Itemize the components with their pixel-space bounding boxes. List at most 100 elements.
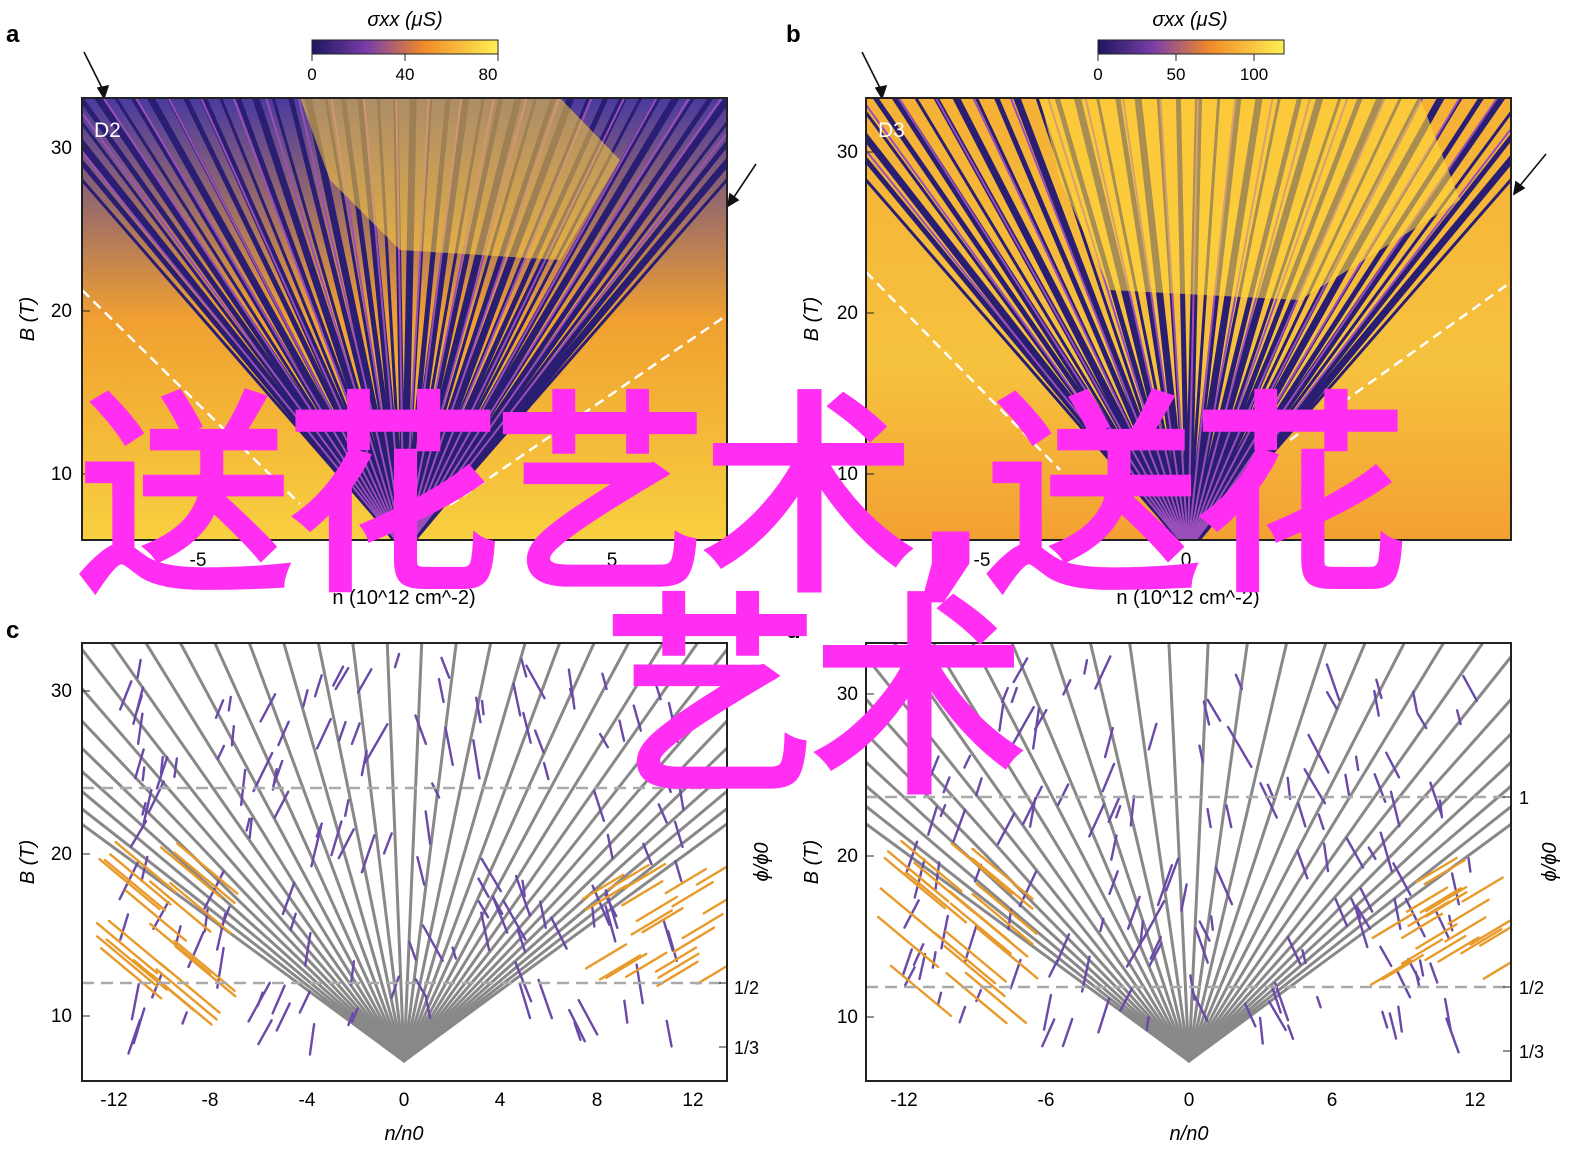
fan-segment — [996, 812, 1016, 846]
x-tick: -5 — [190, 550, 207, 571]
fan-segment — [1415, 856, 1458, 884]
fan-segment — [1180, 883, 1188, 912]
fan-segment — [414, 978, 428, 999]
fan-line — [1187, 822, 1511, 1063]
fan-segment — [672, 926, 716, 953]
fan-segment — [702, 897, 727, 915]
fan-segment — [879, 887, 942, 940]
fan-segment — [1267, 1000, 1287, 1032]
fan-segment — [408, 940, 417, 961]
fan-line — [402, 643, 458, 1063]
right-tick: 1/2 — [1519, 978, 1544, 998]
fan-segment — [480, 857, 503, 893]
fan-segment — [931, 950, 937, 969]
fan-segment — [308, 1022, 316, 1056]
fan-segment — [591, 905, 596, 928]
panel-b: b σxx (μS) 0 50 100 D3 10 20 30 B (T) — [786, 9, 1547, 609]
fan-segment — [343, 798, 350, 817]
fan-segment — [1142, 900, 1166, 941]
fan-segment — [904, 871, 968, 924]
fan-line — [866, 696, 1191, 1063]
right-tick: 1 — [1519, 788, 1529, 808]
fan-segment — [958, 1005, 967, 1024]
fan-segment — [1088, 803, 1105, 838]
fan-stripe — [934, 98, 1184, 540]
fan-segment — [677, 779, 685, 811]
fan-segment — [1301, 949, 1307, 965]
fan-segment — [1325, 691, 1338, 710]
fan-line — [1187, 697, 1511, 1063]
fan-stripe — [102, 98, 399, 540]
x-label: n/n0 — [1170, 1123, 1209, 1145]
fan-segment — [1388, 1012, 1398, 1040]
fan-segment — [119, 680, 133, 711]
y-label: B (T) — [17, 840, 39, 884]
fan-segment — [618, 719, 626, 742]
fan-segment — [1225, 804, 1233, 829]
fan-stripe — [297, 98, 403, 540]
fan-segment — [567, 668, 576, 710]
fan-segment — [147, 780, 165, 814]
fan-segment — [971, 857, 1034, 910]
y-label: B (T) — [801, 297, 823, 341]
fan-segment — [1419, 887, 1462, 914]
fan-segment — [109, 853, 172, 906]
fan-line — [1187, 731, 1511, 1063]
fan-segment — [952, 808, 967, 843]
fan-segment — [277, 720, 290, 747]
fan-segment — [472, 739, 481, 780]
fan-segment — [169, 881, 232, 935]
colorbar-title: σxx (μS) — [367, 9, 442, 31]
fan-segment — [604, 905, 617, 943]
x-tick: 6 — [1327, 1090, 1338, 1111]
fan-segment — [272, 759, 284, 788]
fan-segment — [942, 776, 951, 794]
fan-segment — [1094, 655, 1112, 690]
panel-d: d 10 20 30 B (T) 1 1/2 1/3 ϕ/ϕ0 -12 -6 0… — [786, 617, 1561, 1145]
x-axis: -5 0 5 n (10^12 cm^-2) — [190, 550, 618, 609]
fan-line — [109, 643, 406, 1063]
right-axis: 1 1/2 1/3 ϕ/ϕ0 — [1503, 788, 1561, 1062]
y-axis: 10 20 30 B (T) — [801, 684, 874, 1028]
fan-segment — [176, 842, 239, 895]
x-tick: 4 — [495, 1090, 506, 1111]
fan-segment — [181, 1011, 188, 1025]
fan-segment — [310, 825, 323, 868]
colorbar-gradient — [1097, 39, 1285, 55]
fan-segment — [1434, 908, 1451, 940]
right-tick: 1/2 — [734, 978, 759, 998]
fan-segment — [350, 722, 361, 746]
fan-segment — [537, 978, 554, 1020]
fan-segment — [273, 790, 290, 819]
fan-segment — [220, 905, 231, 929]
panel-c: c 10 20 30 B (T) 1/2 1/3 ϕ/ϕ0 -12 -8 -4 … — [6, 617, 773, 1145]
fan-segment — [105, 938, 169, 991]
fan-segment — [152, 900, 170, 931]
fan-segment — [1450, 872, 1461, 906]
fan-segment — [1148, 942, 1163, 967]
fan-line — [1088, 643, 1191, 1063]
fan-line — [316, 643, 406, 1063]
fan-segment — [623, 862, 667, 890]
fan-segment — [1198, 920, 1211, 942]
fan-segment — [444, 726, 454, 767]
fan-stripe — [219, 98, 402, 540]
panel-a: a σxx (μS) 0 40 80 D2 10 20 30 B (T) — [6, 9, 757, 609]
fan-line — [866, 822, 1191, 1063]
fan-segment — [974, 777, 983, 797]
fan-segment — [1258, 1016, 1264, 1045]
fan-segment — [275, 1002, 291, 1032]
fan-segment — [477, 900, 490, 919]
fan-line — [866, 784, 1191, 1063]
x-label: n/n0 — [385, 1123, 424, 1145]
colormap-plot — [82, 98, 727, 540]
fan-segment — [480, 911, 491, 952]
right-tick: 1/3 — [734, 1038, 759, 1058]
fan-segment — [652, 676, 662, 701]
fan-line — [402, 643, 596, 1063]
fan-stripe — [134, 98, 400, 540]
fan-segment — [601, 672, 608, 691]
fan-segment — [252, 751, 274, 793]
fan-segment — [1119, 987, 1134, 1012]
